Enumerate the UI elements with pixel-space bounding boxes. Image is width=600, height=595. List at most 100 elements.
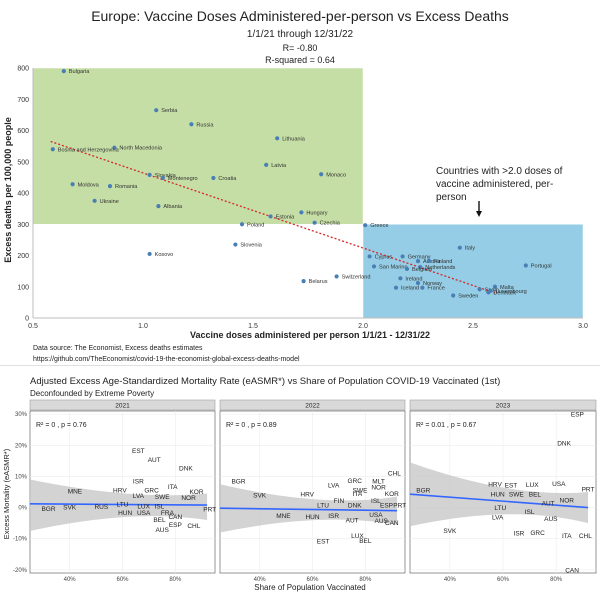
- country-label-mne: MNE: [276, 513, 291, 520]
- country-label-rus: RUS: [94, 504, 108, 511]
- country-label-chl: CHL: [388, 470, 401, 477]
- annotation-line-1: Countries with >2.0 doses of: [436, 166, 563, 177]
- data-point-bosnia-and-herzegovina: [50, 147, 55, 152]
- point-label-serbia: Serbia: [161, 108, 178, 114]
- top-y-tick-label: 700: [17, 97, 29, 104]
- country-label-hrv: HRV: [488, 481, 502, 488]
- point-label-malta: Malta: [500, 285, 515, 291]
- x-tick-label: 80%: [169, 577, 182, 583]
- data-point-belgium: [404, 266, 410, 272]
- top-y-tick-label: 200: [17, 253, 29, 260]
- regression-line: [409, 493, 589, 509]
- data-point-france: [420, 285, 425, 290]
- correlation-label: R= -0.80: [283, 43, 318, 53]
- country-label-swe: SWE: [353, 487, 368, 494]
- x-tick-label: 60%: [306, 577, 319, 583]
- country-label-mne: MNE: [68, 488, 83, 495]
- data-point-switzerland: [334, 274, 339, 279]
- top-y-axis-label: Excess deaths per 100,000 people: [3, 117, 13, 263]
- r-squared-label: R-squared = 0.64: [265, 55, 335, 65]
- highlight-region-1: [32, 67, 364, 225]
- y-tick-label: -20%: [13, 568, 28, 574]
- country-label-nor: NOR: [371, 485, 386, 492]
- point-label-germany: Germany: [408, 254, 431, 260]
- facet-panel-2023: 2023 R² = 0.01 , p = 0.67 ESP DNK USA LUX HRV E…: [409, 399, 597, 583]
- data-point-ireland: [398, 276, 403, 281]
- data-source-url: https://github.com/TheEconomist/covid-19…: [33, 356, 300, 363]
- facet-strip-2023: [409, 399, 597, 411]
- x-tick-label: 40%: [254, 577, 267, 583]
- country-label-grc: GRC: [530, 530, 545, 537]
- country-label-svk: SVK: [253, 493, 267, 500]
- country-label-hun: HUN: [305, 514, 319, 521]
- country-label-ltu: LTU: [317, 503, 329, 510]
- country-label-lva: LVA: [492, 514, 504, 521]
- country-label-kor: KOR: [189, 489, 203, 496]
- country-label-isr: ISR: [328, 513, 339, 520]
- point-label-austria: Austria: [423, 259, 441, 265]
- point-label-portugal: Portugal: [531, 264, 552, 270]
- point-label-albania: Albania: [163, 204, 183, 210]
- top-x-axis-label: Vaccine doses administered per person 1/…: [190, 330, 430, 340]
- country-label-grc: GRC: [144, 487, 159, 494]
- country-label-hrv: HRV: [113, 488, 127, 495]
- country-label-dnk: DNK: [348, 503, 362, 510]
- country-label-hun: HUN: [118, 510, 132, 517]
- x-tick-label: 40%: [64, 577, 77, 583]
- country-label-esp: ESP: [571, 412, 584, 419]
- top-chart-subtitle: 1/1/21 through 12/31/22: [247, 29, 354, 40]
- country-label-bgr: BGR: [231, 479, 245, 486]
- country-label-hrv: HRV: [300, 491, 314, 498]
- country-label-fra: FRA: [161, 510, 175, 517]
- country-label-esp: ESP: [169, 522, 182, 529]
- point-label-czechia: Czechia: [320, 221, 341, 227]
- data-point-lithuania: [275, 136, 280, 141]
- country-label-isl: ISL: [371, 498, 381, 505]
- country-label-can: CAN: [565, 567, 579, 574]
- top-y-tick-label: 400: [17, 191, 29, 198]
- point-label-iceland: Iceland: [401, 286, 419, 292]
- country-label-isr: ISR: [133, 479, 144, 486]
- country-label-est: EST: [132, 448, 145, 455]
- point-label-croatia: Croatia: [218, 176, 237, 182]
- data-point-montenegro: [160, 175, 165, 181]
- country-label-kor: KOR: [385, 491, 399, 498]
- point-label-italy: Italy: [465, 246, 475, 252]
- country-label-ita: ITA: [353, 491, 363, 498]
- data-point-moldova: [70, 182, 75, 187]
- point-label-monaco: Monaco: [326, 172, 346, 178]
- data-point-norway: [415, 280, 421, 286]
- top-x-tick-label: 2.0: [358, 323, 368, 330]
- top-x-tick-label: 0.5: [28, 323, 38, 330]
- data-source-link[interactable]: https://github.com/TheEconomist/covid-19…: [33, 356, 300, 363]
- country-label-lux: LUX: [137, 504, 150, 511]
- top-x-tick-label: 1.5: [248, 323, 258, 330]
- data-point-croatia: [211, 175, 216, 181]
- point-label-poland: Poland: [247, 222, 264, 228]
- point-label-bulgaria: Bulgaria: [69, 69, 90, 75]
- y-tick-label: 0%: [18, 506, 27, 512]
- country-label-chl: CHL: [579, 533, 592, 540]
- country-label-chl: CHL: [187, 523, 200, 530]
- country-label-bel: BEL: [359, 538, 372, 545]
- top-y-tick-label: 300: [17, 222, 29, 229]
- data-point-slovakia: [147, 172, 152, 177]
- point-label-ireland: Ireland: [405, 276, 422, 282]
- point-label-switzerland: Switzerland: [342, 274, 371, 280]
- country-label-ltu: LTU: [494, 505, 506, 512]
- data-point-san-marino: [371, 264, 377, 269]
- country-label-prt: PRT: [393, 503, 406, 510]
- point-label-denmark: Denmark: [493, 290, 516, 296]
- country-label-bel: BEL: [153, 517, 166, 524]
- point-label-france: France: [427, 286, 444, 292]
- confidence-band: [220, 484, 398, 533]
- highlight-region-2: [362, 224, 584, 319]
- top-y-tick-label: 800: [17, 66, 29, 73]
- y-tick-label: 30%: [15, 412, 28, 418]
- country-label-usa: USA: [137, 510, 151, 517]
- point-label-estonia: Estonia: [276, 214, 296, 220]
- point-label-belarus: Belarus: [309, 279, 328, 285]
- vaccine-excess-deaths-chart: Europe: Vaccine Doses Administered-per-p…: [3, 8, 588, 363]
- country-label-est: EST: [505, 482, 518, 489]
